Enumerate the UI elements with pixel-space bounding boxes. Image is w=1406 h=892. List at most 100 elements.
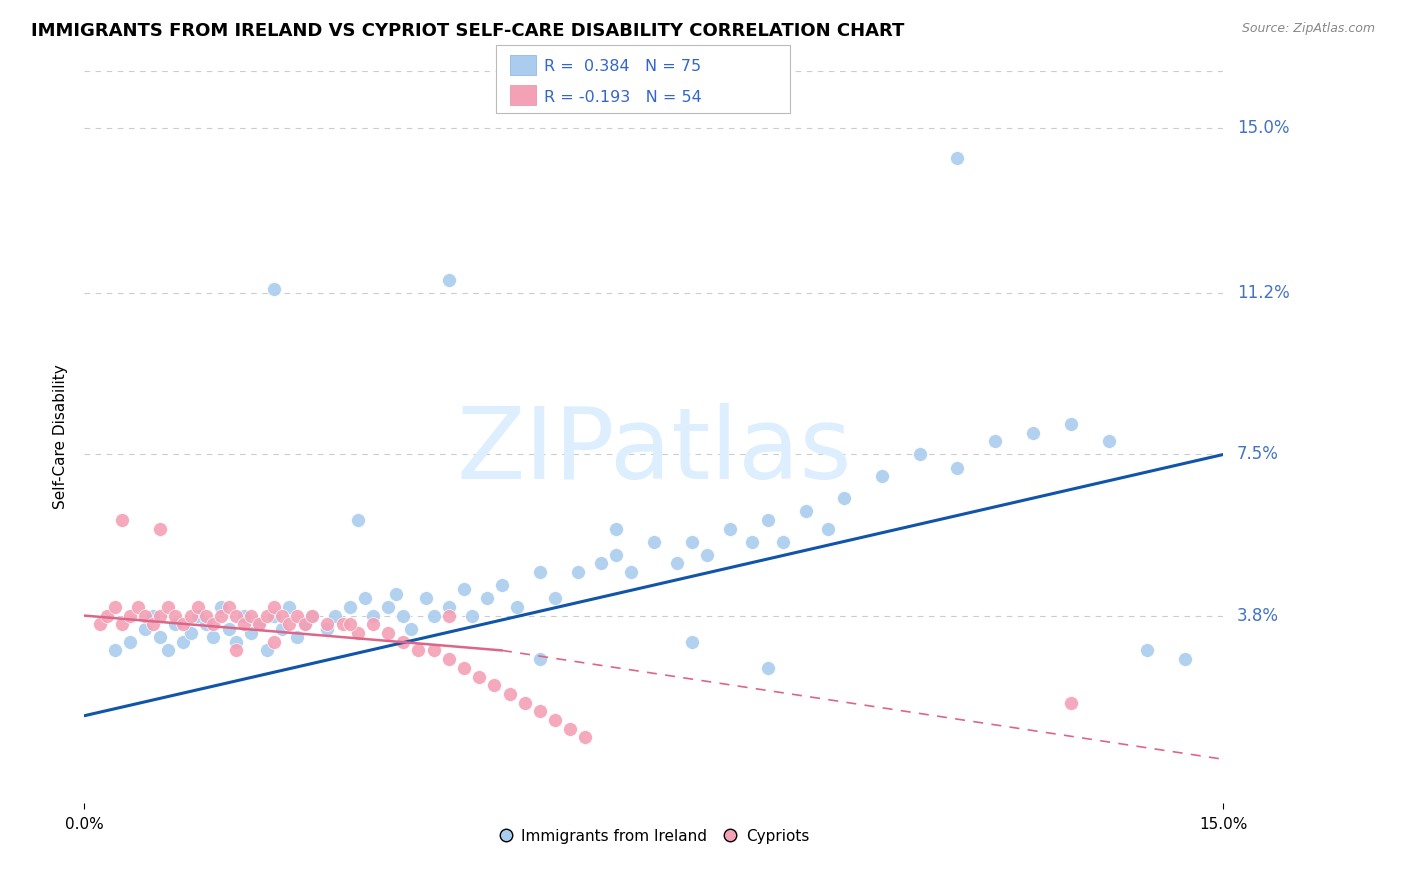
Point [165, 608, 187, 623]
Point [285, 608, 308, 623]
Point [1060, 417, 1083, 431]
Point [104, 643, 127, 657]
Point [453, 582, 475, 597]
Point [772, 534, 794, 549]
Point [156, 599, 179, 614]
Point [256, 643, 278, 657]
Point [156, 643, 179, 657]
Point [270, 608, 292, 623]
Text: R = -0.193   N = 54: R = -0.193 N = 54 [544, 90, 702, 105]
Point [620, 565, 643, 579]
Point [354, 591, 377, 606]
Point [1136, 643, 1159, 657]
Text: R =  0.384   N = 75: R = 0.384 N = 75 [544, 59, 702, 74]
Point [180, 626, 202, 640]
Point [408, 643, 430, 657]
Point [339, 617, 361, 632]
Point [142, 608, 165, 623]
Text: 7.5%: 7.5% [1237, 445, 1279, 464]
Point [870, 469, 893, 483]
Point [643, 534, 665, 549]
Point [794, 504, 817, 518]
Legend: Immigrants from Ireland, Cypriots: Immigrants from Ireland, Cypriots [492, 822, 815, 850]
Point [437, 273, 460, 287]
Point [946, 152, 969, 166]
Point [240, 608, 263, 623]
Point [567, 565, 589, 579]
Point [247, 617, 270, 632]
Point [392, 634, 415, 648]
Point [346, 513, 368, 527]
Point [263, 599, 285, 614]
Point [294, 617, 316, 632]
Point [718, 521, 741, 535]
Point [361, 617, 384, 632]
Point [468, 669, 491, 683]
Point [202, 617, 225, 632]
Point [560, 722, 582, 736]
Point [301, 608, 323, 623]
Y-axis label: Self-Care Disability: Self-Care Disability [53, 365, 69, 509]
Point [1022, 425, 1045, 440]
Point [316, 617, 339, 632]
Text: Source: ZipAtlas.com: Source: ZipAtlas.com [1241, 22, 1375, 36]
Point [1098, 434, 1121, 449]
Point [194, 617, 217, 632]
Point [111, 617, 134, 632]
Point [437, 599, 460, 614]
Point [498, 687, 520, 701]
Point [142, 617, 165, 632]
Point [232, 617, 254, 632]
Point [984, 434, 1007, 449]
Point [574, 731, 596, 745]
Point [392, 608, 415, 623]
Point [256, 608, 278, 623]
Point [225, 634, 247, 648]
Point [741, 534, 763, 549]
Point [232, 608, 254, 623]
Point [377, 599, 399, 614]
Point [605, 521, 627, 535]
Point [756, 661, 779, 675]
Point [453, 661, 475, 675]
Point [202, 631, 225, 645]
Text: IMMIGRANTS FROM IRELAND VS CYPRIOT SELF-CARE DISABILITY CORRELATION CHART: IMMIGRANTS FROM IRELAND VS CYPRIOT SELF-… [31, 22, 904, 40]
Point [681, 534, 703, 549]
Point [209, 608, 232, 623]
Point [605, 548, 627, 562]
Point [172, 617, 194, 632]
Point [285, 631, 308, 645]
Point [346, 626, 368, 640]
Point [263, 608, 285, 623]
Point [422, 643, 444, 657]
Point [665, 557, 688, 571]
Point [127, 599, 149, 614]
Point [681, 634, 703, 648]
Point [399, 622, 422, 636]
Point [149, 608, 172, 623]
Point [415, 591, 437, 606]
Point [323, 608, 346, 623]
Point [263, 282, 285, 296]
Point [301, 608, 323, 623]
Point [218, 622, 240, 636]
Point [187, 599, 209, 614]
Point [218, 599, 240, 614]
Point [332, 617, 354, 632]
Point [1174, 652, 1197, 666]
Text: 3.8%: 3.8% [1237, 607, 1279, 624]
Point [422, 608, 444, 623]
Point [247, 617, 270, 632]
Point [278, 617, 301, 632]
Point [437, 652, 460, 666]
Point [149, 631, 172, 645]
Point [89, 617, 111, 632]
Point [118, 634, 141, 648]
Point [832, 491, 855, 505]
Point [475, 591, 498, 606]
Point [149, 521, 172, 535]
Text: ZIPatlas: ZIPatlas [456, 403, 852, 500]
Point [491, 578, 513, 592]
Point [908, 448, 931, 462]
Point [946, 460, 969, 475]
